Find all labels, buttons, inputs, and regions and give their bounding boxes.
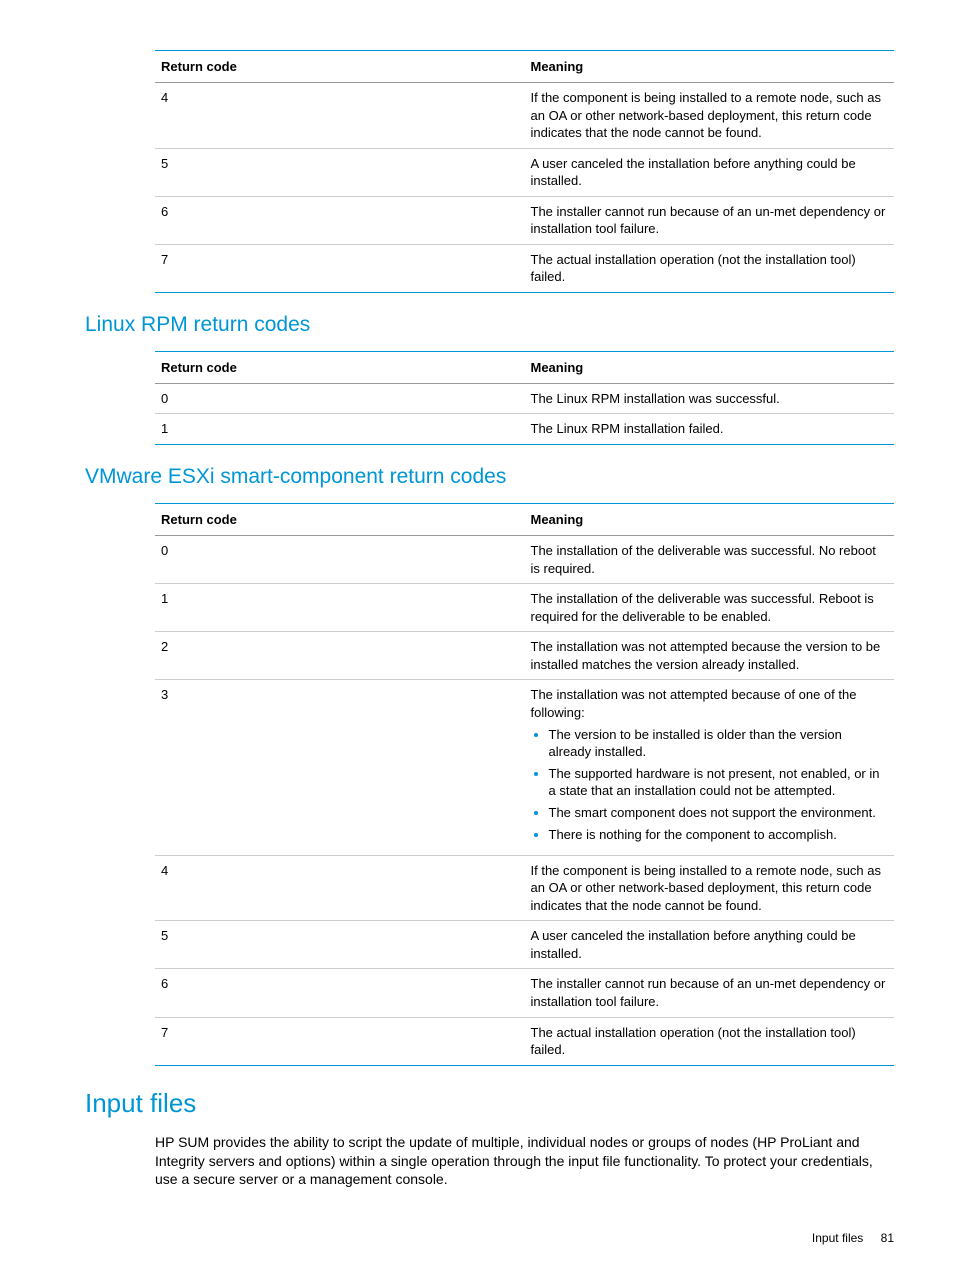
cell-code: 7	[155, 244, 525, 292]
footer-page-number: 81	[881, 1231, 894, 1245]
cell-code: 7	[155, 1017, 525, 1065]
list-item: The version to be installed is older tha…	[549, 727, 889, 761]
table-row: 6 The installer cannot run because of an…	[155, 196, 894, 244]
table-header-row: Return code Meaning	[155, 351, 894, 383]
cell-code: 3	[155, 680, 525, 855]
vmware-esxi-table-wrap: Return code Meaning 0 The installation o…	[155, 503, 894, 1066]
cell-code: 0	[155, 536, 525, 584]
page: Return code Meaning 4 If the component i…	[0, 0, 954, 1275]
cell-code: 1	[155, 584, 525, 632]
cell-code: 6	[155, 969, 525, 1017]
col-meaning: Meaning	[525, 504, 895, 536]
table-row: 4 If the component is being installed to…	[155, 83, 894, 149]
table-row: 0 The Linux RPM installation was success…	[155, 383, 894, 414]
table-row: 0 The installation of the deliverable wa…	[155, 536, 894, 584]
footer-section: Input files	[812, 1231, 863, 1245]
cell-meaning: If the component is being installed to a…	[525, 855, 895, 921]
col-return-code: Return code	[155, 504, 525, 536]
cell-intro: The installation was not attempted becau…	[531, 687, 857, 720]
table-row: 1 The installation of the deliverable wa…	[155, 584, 894, 632]
linux-rpm-table: Return code Meaning 0 The Linux RPM inst…	[155, 351, 894, 445]
table-row: 3 The installation was not attempted bec…	[155, 680, 894, 855]
table-row: 5 A user canceled the installation befor…	[155, 921, 894, 969]
cell-meaning: The installation of the deliverable was …	[525, 536, 895, 584]
table-header-row: Return code Meaning	[155, 504, 894, 536]
table-row: 1 The Linux RPM installation failed.	[155, 414, 894, 445]
cell-code: 4	[155, 83, 525, 149]
cell-meaning: The installation of the deliverable was …	[525, 584, 895, 632]
return-codes-table-1-wrap: Return code Meaning 4 If the component i…	[155, 50, 894, 293]
list-item: The smart component does not support the…	[549, 805, 889, 822]
cell-meaning: The installation was not attempted becau…	[525, 680, 895, 855]
heading-input-files: Input files	[85, 1088, 894, 1119]
body-paragraph: HP SUM provides the ability to script th…	[155, 1133, 894, 1190]
heading-linux-rpm: Linux RPM return codes	[85, 313, 894, 337]
cell-meaning: If the component is being installed to a…	[525, 83, 895, 149]
cell-meaning: A user canceled the installation before …	[525, 148, 895, 196]
cell-code: 6	[155, 196, 525, 244]
table-row: 7 The actual installation operation (not…	[155, 1017, 894, 1065]
vmware-esxi-table: Return code Meaning 0 The installation o…	[155, 503, 894, 1066]
cell-meaning: A user canceled the installation before …	[525, 921, 895, 969]
cell-meaning: The actual installation operation (not t…	[525, 1017, 895, 1065]
col-return-code: Return code	[155, 51, 525, 83]
cell-code: 2	[155, 632, 525, 680]
table-row: 4 If the component is being installed to…	[155, 855, 894, 921]
cell-code: 5	[155, 921, 525, 969]
table-row: 6 The installer cannot run because of an…	[155, 969, 894, 1017]
cell-meaning: The installer cannot run because of an u…	[525, 969, 895, 1017]
table-row: 2 The installation was not attempted bec…	[155, 632, 894, 680]
list-item: There is nothing for the component to ac…	[549, 827, 889, 844]
cell-meaning: The Linux RPM installation was successfu…	[525, 383, 895, 414]
return-codes-table-1: Return code Meaning 4 If the component i…	[155, 50, 894, 293]
cell-code: 1	[155, 414, 525, 445]
cell-meaning: The installer cannot run because of an u…	[525, 196, 895, 244]
col-meaning: Meaning	[525, 51, 895, 83]
cell-meaning: The actual installation operation (not t…	[525, 244, 895, 292]
list-item: The supported hardware is not present, n…	[549, 766, 889, 800]
linux-rpm-table-wrap: Return code Meaning 0 The Linux RPM inst…	[155, 351, 894, 445]
cell-code: 4	[155, 855, 525, 921]
cell-meaning: The installation was not attempted becau…	[525, 632, 895, 680]
cell-code: 5	[155, 148, 525, 196]
table-header-row: Return code Meaning	[155, 51, 894, 83]
col-return-code: Return code	[155, 351, 525, 383]
col-meaning: Meaning	[525, 351, 895, 383]
cell-code: 0	[155, 383, 525, 414]
page-footer: Input files 81	[85, 1231, 894, 1245]
cell-meaning: The Linux RPM installation failed.	[525, 414, 895, 445]
table-row: 7 The actual installation operation (not…	[155, 244, 894, 292]
table-row: 5 A user canceled the installation befor…	[155, 148, 894, 196]
bullet-list: The version to be installed is older tha…	[531, 727, 889, 843]
heading-vmware-esxi: VMware ESXi smart-component return codes	[85, 465, 894, 489]
